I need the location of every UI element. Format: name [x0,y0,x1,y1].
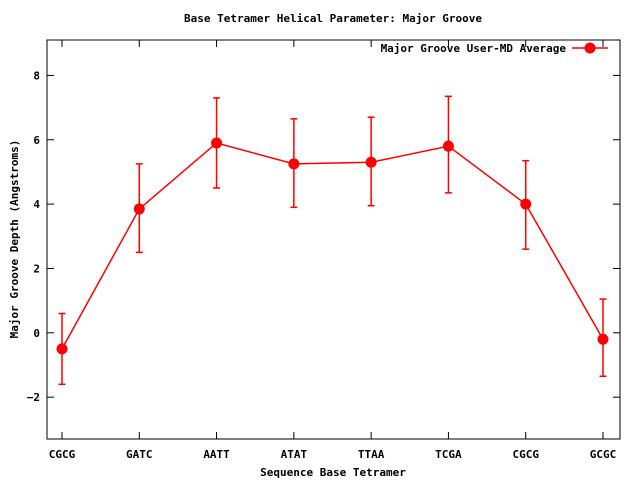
series-layer [56,95,609,386]
x-tick-label: CGCG [512,448,539,461]
x-tick-label: GCGC [590,448,617,461]
data-point [597,333,609,345]
legend-marker [584,42,596,54]
y-axis: −2 0 2 4 6 8 [27,69,620,404]
legend: Major Groove User-MD Average [381,42,608,55]
x-axis: CGCG GATC AATT ATAT TTAA TCGA CGCG GCGC [49,40,617,461]
y-axis-label: Major Groove Depth (Angstroms) [8,140,21,339]
data-point [365,156,377,168]
x-tick-label: GATC [126,448,153,461]
series-line [61,142,604,350]
y-tick-label: 6 [33,134,40,147]
plot-frame [46,39,621,440]
data-point [288,158,300,170]
data-point [133,203,145,215]
data-point [211,137,223,149]
x-axis-label: Sequence Base Tetramer [260,466,406,479]
x-tick-label: TTAA [358,448,385,461]
legend-label: Major Groove User-MD Average [381,42,567,55]
y-tick-label: 0 [33,327,40,340]
chart-title: Base Tetramer Helical Parameter: Major G… [184,12,482,25]
x-tick-label: TCGA [435,448,462,461]
x-tick-label: AATT [203,448,230,461]
y-tick-label: −2 [27,391,40,404]
y-tick-label: 2 [33,262,40,275]
data-point [520,198,532,210]
y-tick-label: 4 [33,198,40,211]
data-point [56,343,68,355]
x-tick-label: ATAT [281,448,308,461]
data-point [442,140,454,152]
y-tick-label: 8 [33,69,40,82]
x-tick-label: CGCG [49,448,76,461]
